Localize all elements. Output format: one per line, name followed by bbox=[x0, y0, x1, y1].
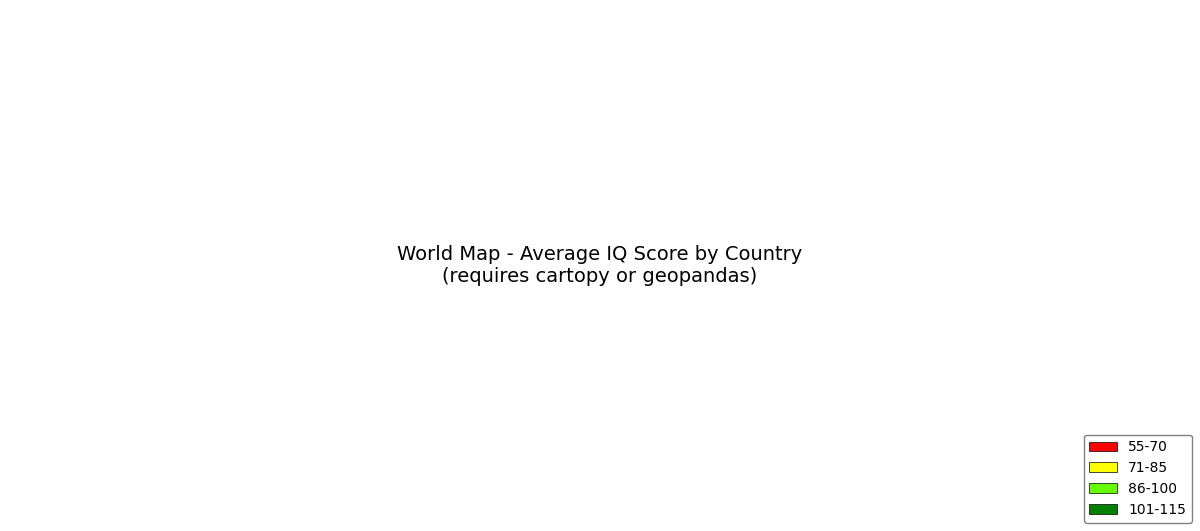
Text: World Map - Average IQ Score by Country
(requires cartopy or geopandas): World Map - Average IQ Score by Country … bbox=[397, 245, 803, 286]
Legend: 55-70, 71-85, 86-100, 101-115: 55-70, 71-85, 86-100, 101-115 bbox=[1084, 435, 1192, 523]
